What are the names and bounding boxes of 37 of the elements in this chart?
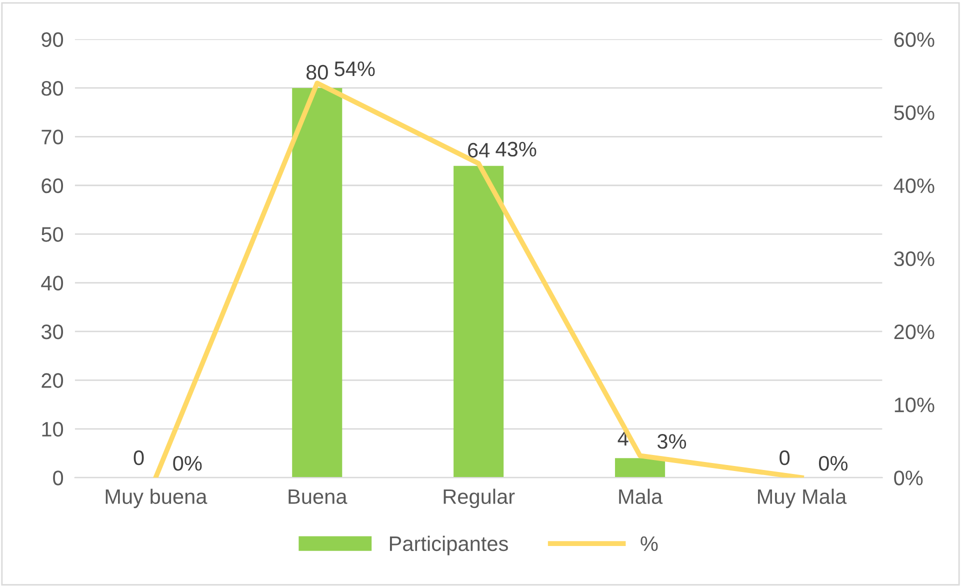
y2-tick-label: 50%: [894, 105, 934, 120]
y-tick-label: 60: [42, 178, 64, 194]
bar: [615, 458, 666, 478]
data-label: 0%: [173, 456, 202, 471]
bar: [454, 166, 504, 478]
y-tick-label: 70: [42, 130, 64, 144]
data-label: 0: [780, 450, 790, 466]
data-label: 54%: [334, 62, 375, 76]
x-tick-label: Regular: [444, 488, 515, 508]
y-tick-label: 0: [53, 470, 64, 486]
data-label: 43%: [496, 142, 536, 157]
y-tick-label: 80: [42, 80, 64, 96]
y2-tick-label: 20%: [894, 324, 934, 340]
bar: [292, 88, 342, 478]
x-tick-label: Mala: [619, 488, 663, 504]
y-tick-label: 90: [42, 32, 64, 48]
y-tick-label: 20: [42, 373, 64, 388]
y-tick-label: 10: [42, 422, 64, 437]
line-series: [153, 80, 804, 478]
x-tick-label: Buena: [288, 489, 348, 504]
data-label: 80: [306, 64, 328, 80]
y-tick-label: 30: [41, 324, 64, 340]
y2-tick-label: 30%: [894, 251, 934, 266]
legend-label: %: [640, 536, 658, 552]
data-label: 64: [468, 142, 490, 158]
y-tick-label: 40: [41, 276, 64, 291]
y2-tick-label: 0%: [894, 470, 923, 486]
y2-tick-label: 60%: [894, 32, 934, 48]
y2-tick-label: 40%: [894, 178, 934, 194]
data-label: 0%: [818, 456, 848, 471]
x-tick-label: Muy Mala: [758, 488, 847, 508]
data-label: 0: [134, 450, 144, 466]
x-tick-label: Muy buena: [106, 488, 208, 508]
y2-tick-label: 10%: [894, 398, 934, 412]
data-label: 3%: [657, 434, 686, 449]
legend-label: Participantes: [390, 536, 508, 556]
y-tick-label: 50: [42, 227, 64, 242]
